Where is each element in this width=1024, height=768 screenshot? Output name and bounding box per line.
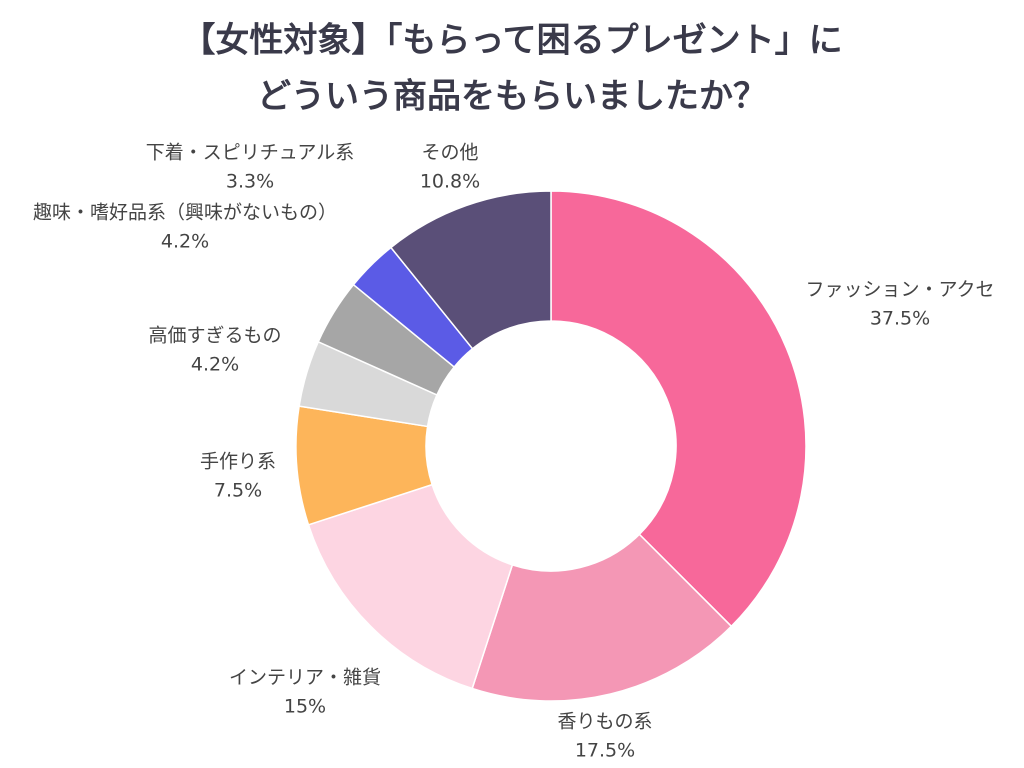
donut-slice [307,483,514,690]
slice-value-label: 37.5% [870,308,930,330]
slice-label: ファッション・アクセ [805,279,994,301]
donut-slice [389,190,552,350]
slice-value-label: 7.5% [214,480,262,502]
donut-slice [471,533,733,702]
slice-label: 高価すぎるもの [148,325,281,347]
slice-label: その他 [421,142,478,164]
chart-title: どういう商品をもらいましたか？ [257,77,767,117]
slice-label: 下着・スピリチュアル系 [146,142,354,164]
slice-label: 手作り系 [200,451,276,473]
slice-value-label: 3.3% [226,171,274,193]
slice-label: 香りもの系 [557,711,652,733]
chart-title: 【女性対象】「もらって困るプレゼント」に [181,21,842,61]
slice-value-label: 15% [284,696,326,718]
slice-label: インテリア・雑貨 [229,667,381,689]
slice-value-label: 10.8% [420,171,480,193]
slice-value-label: 17.5% [575,740,635,762]
donut-slice [550,190,807,628]
slice-value-label: 4.2% [191,354,239,376]
slice-label: 趣味・嗜好品系（興味がないもの） [33,202,337,224]
slice-value-label: 4.2% [161,231,209,253]
